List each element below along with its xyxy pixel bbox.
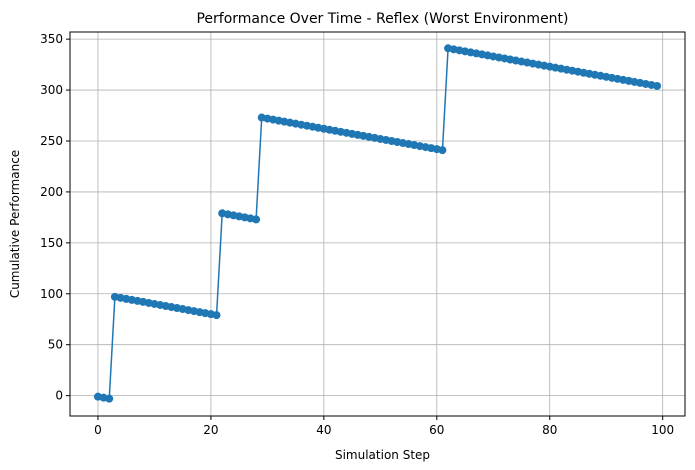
y-tick-label: 50 [48, 338, 63, 352]
y-tick-label: 200 [40, 185, 63, 199]
y-tick-label: 350 [40, 32, 63, 46]
axis-ticks: 0 20 40 60 80 100 0 50 100 150 200 250 300 350 [40, 32, 674, 437]
x-tick-label: 100 [651, 423, 674, 437]
data-point [438, 146, 447, 155]
plot-frame [69, 31, 686, 417]
data-point [105, 394, 114, 403]
x-tick-label: 60 [429, 423, 444, 437]
y-tick-label: 250 [40, 134, 63, 148]
x-tick-label: 40 [316, 423, 331, 437]
x-tick-label: 20 [203, 423, 218, 437]
data-point [212, 311, 221, 320]
y-tick-label: 0 [55, 389, 63, 403]
y-tick-label: 100 [40, 287, 63, 301]
x-tick-label: 80 [542, 423, 557, 437]
y-axis-label: Cumulative Performance [8, 150, 22, 298]
series-layer [93, 44, 662, 403]
y-tick-label: 300 [40, 83, 63, 97]
x-axis-label: Simulation Step [335, 448, 430, 462]
x-tick-label: 0 [94, 423, 102, 437]
chart-title: Performance Over Time - Reflex (Worst En… [196, 11, 568, 27]
data-point [653, 81, 662, 90]
data-point [252, 215, 261, 224]
grid-lines [70, 32, 685, 416]
series-line [97, 47, 658, 400]
y-tick-label: 150 [40, 236, 63, 250]
